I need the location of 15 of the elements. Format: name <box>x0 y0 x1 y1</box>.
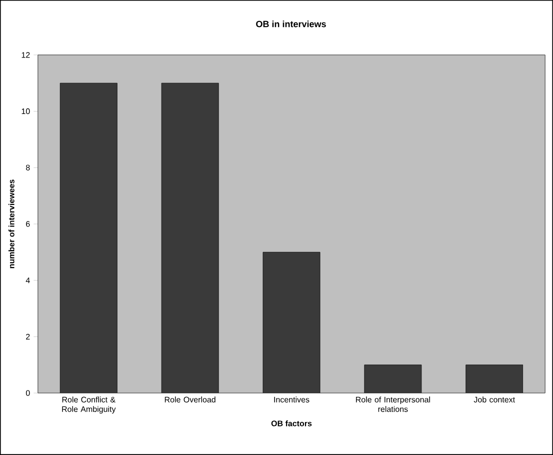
y-tick-label: 4 <box>26 278 30 284</box>
y-tick-label: 2 <box>26 334 30 340</box>
y-tick-label: 10 <box>22 108 30 114</box>
x-axis-title: OB factors <box>271 420 312 426</box>
x-tick-label: Job context <box>474 396 515 402</box>
y-tick-label: 0 <box>26 390 30 396</box>
y-tick-label: 12 <box>22 52 30 58</box>
chart-title: OB in interviews <box>256 20 326 28</box>
x-tick-label: Role Overload <box>164 396 216 402</box>
y-tick-label: 8 <box>26 164 30 170</box>
x-tick-label: Role Conflict & Role Ambiguity <box>62 396 116 414</box>
y-axis-title: number of interviewees <box>8 180 14 268</box>
y-tick-label: 6 <box>26 221 30 227</box>
x-tick-label: Incentives <box>274 396 310 402</box>
x-tick-label: Role of Interpersonal relations <box>356 396 430 412</box>
